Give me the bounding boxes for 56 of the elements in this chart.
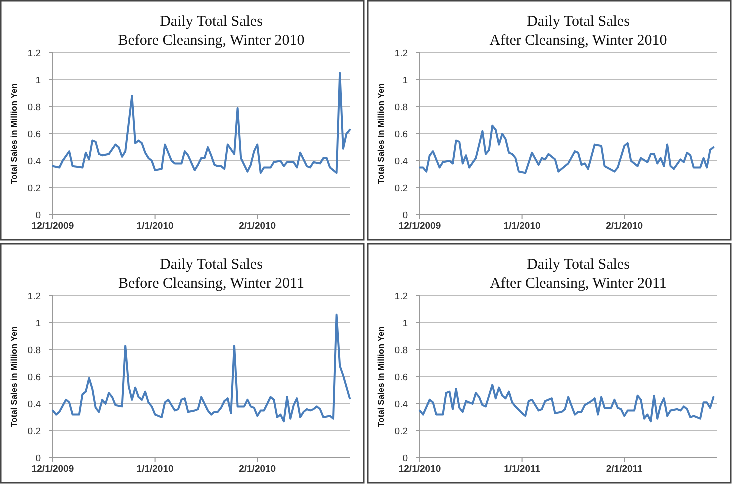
y-tick-label: 1 [402, 318, 408, 330]
y-tick-label: 0.2 [394, 426, 408, 438]
y-tick-label: 0.4 [28, 156, 41, 168]
y-axis-title: Total Sales in Million Yen [9, 84, 19, 184]
y-tick-label: 1 [402, 75, 408, 86]
y-tick-label: 1.2 [394, 291, 408, 302]
y-tick-label: 1 [36, 75, 41, 86]
chart-title: Daily Total Sales [160, 14, 264, 30]
x-tick-label: 2/1/2010 [239, 221, 276, 232]
y-tick-label: 0 [36, 453, 41, 464]
line-series [52, 314, 351, 423]
y-tick-label: 0.2 [394, 183, 408, 194]
chart-subtitle: After Cleansing, Winter 2010 [490, 33, 668, 49]
x-tick-label: 1/1/2010 [136, 464, 174, 475]
y-tick-label: 1 [36, 318, 41, 330]
y-tick-label: 0.4 [394, 156, 408, 168]
y-tick-label: 1.2 [28, 48, 41, 60]
y-tick-label: 1.2 [28, 291, 41, 302]
y-tick-label: 0.6 [28, 129, 41, 140]
y-tick-label: 0.8 [394, 345, 408, 356]
chart-subtitle: Before Cleansing, Winter 2010 [118, 33, 305, 49]
line-series [419, 124, 715, 174]
y-tick-label: 0 [402, 453, 408, 464]
y-tick-label: 1.2 [394, 48, 408, 60]
x-tick-label: 12/1/2009 [32, 464, 74, 475]
x-tick-label: 2/1/2010 [606, 221, 644, 232]
y-tick-label: 0.8 [28, 102, 41, 114]
y-tick-label: 0.2 [28, 426, 41, 438]
y-tick-label: 0.8 [28, 345, 41, 356]
y-axis-title: Total Sales In Million Yen [376, 326, 386, 428]
y-tick-label: 0.6 [394, 129, 408, 140]
x-tick-label: 1/1/2010 [136, 221, 174, 232]
y-axis-title: Total Sales In Million Yen [376, 84, 386, 184]
y-tick-label: 0.4 [28, 399, 41, 410]
x-tick-label: 12/1/2010 [398, 464, 442, 475]
chart-subtitle: After Cleansing, Winter 2011 [490, 276, 667, 292]
x-tick-label: 1/1/2011 [504, 464, 542, 475]
y-tick-label: 0 [402, 210, 408, 222]
chart-subtitle: Before Cleansing, Winter 2011 [118, 276, 305, 292]
line-series [52, 72, 351, 174]
x-tick-label: 2/1/2011 [606, 464, 644, 475]
x-tick-label: 12/1/2009 [398, 221, 442, 232]
y-tick-label: 0.4 [394, 399, 408, 410]
y-tick-label: 0 [36, 210, 41, 222]
x-tick-label: 1/1/2010 [504, 221, 541, 232]
chart-title: Daily Total Sales [527, 257, 630, 273]
chart-title: Daily Total Sales [160, 257, 264, 273]
chart-title: Daily Total Sales [527, 14, 630, 30]
y-tick-label: 0.8 [394, 102, 408, 114]
x-tick-label: 12/1/2009 [32, 221, 74, 232]
x-tick-label: 2/1/2010 [239, 464, 276, 475]
y-tick-label: 0.6 [394, 372, 408, 384]
y-tick-label: 0.6 [28, 372, 41, 384]
y-axis-title: Total Sales in Million Yen [9, 326, 19, 428]
line-series [419, 384, 715, 423]
y-tick-label: 0.2 [28, 183, 41, 194]
